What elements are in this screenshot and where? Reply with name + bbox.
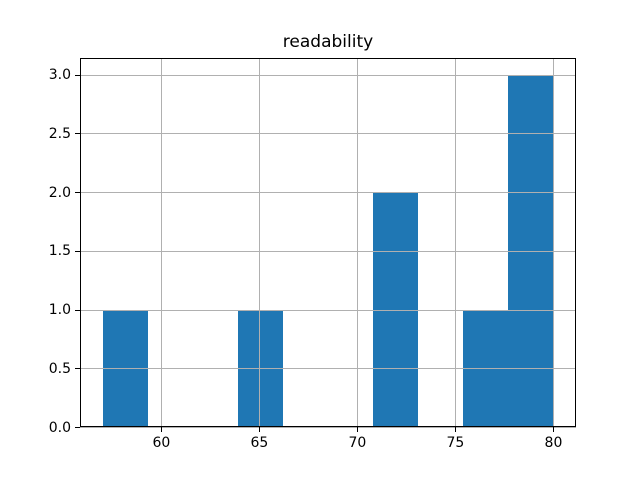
x-gridline (356, 57, 358, 428)
x-tick (454, 427, 456, 433)
y-tick-label: 3.0 (48, 67, 71, 84)
x-tick-label: 70 (348, 435, 367, 452)
x-gridline (160, 57, 162, 428)
x-gridline (552, 57, 554, 428)
x-tick-label: 60 (152, 435, 171, 452)
y-gridline (80, 133, 576, 135)
y-tick-label: 1.0 (48, 302, 71, 319)
y-tick (75, 250, 80, 252)
plot-area: 60 65 70 75 80 0.0 0.5 1.0 1.5 2.0 2.5 3.0 (49, 57, 576, 451)
y-gridline (80, 427, 576, 429)
x-tick-label: 80 (544, 435, 563, 452)
y-tick (75, 133, 80, 135)
y-tick-label: 0.0 (48, 419, 71, 436)
y-gridline (80, 250, 576, 252)
y-gridline (80, 309, 576, 311)
y-tick-label: 2.5 (48, 125, 71, 142)
x-tick (258, 427, 260, 433)
y-gridline (80, 74, 576, 76)
x-gridline (258, 57, 260, 428)
y-tick (75, 427, 80, 429)
chart-title: readability (282, 32, 374, 52)
x-tick (160, 427, 162, 433)
x-gridline (454, 57, 456, 428)
x-tick-label: 65 (250, 435, 269, 452)
y-gridline (80, 192, 576, 194)
y-tick (75, 192, 80, 194)
y-tick-label: 1.5 (48, 243, 71, 260)
x-tick-label: 75 (446, 435, 465, 452)
y-tick-label: 0.5 (48, 360, 71, 377)
x-tick (356, 427, 358, 433)
y-tick (75, 309, 80, 311)
y-tick-label: 2.0 (48, 184, 71, 201)
y-tick (75, 368, 80, 370)
x-tick (552, 427, 554, 433)
y-gridline (80, 368, 576, 370)
y-tick (75, 74, 80, 76)
